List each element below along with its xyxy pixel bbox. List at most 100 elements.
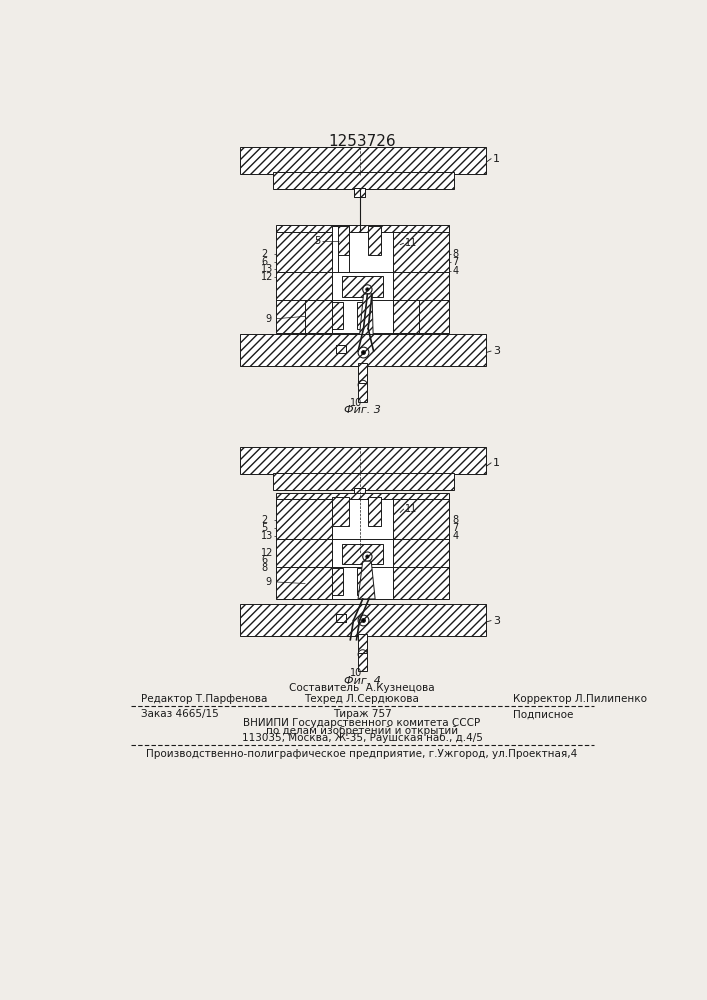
- Circle shape: [361, 619, 366, 622]
- Bar: [332, 226, 338, 274]
- Bar: [393, 497, 449, 540]
- Bar: [393, 272, 449, 301]
- Text: 4: 4: [452, 266, 459, 276]
- Bar: [240, 147, 486, 174]
- Bar: [354, 488, 365, 497]
- Bar: [332, 539, 393, 568]
- Text: 8: 8: [261, 563, 267, 573]
- Text: ВНИИПИ Государственного комитета СССР: ВНИИПИ Государственного комитета СССР: [243, 718, 481, 728]
- Bar: [305, 300, 332, 333]
- Bar: [393, 300, 419, 333]
- Circle shape: [361, 351, 366, 354]
- Bar: [393, 300, 449, 333]
- Bar: [336, 345, 346, 353]
- Bar: [339, 493, 346, 547]
- Bar: [379, 226, 393, 274]
- Text: 12: 12: [261, 272, 274, 282]
- Bar: [354, 188, 365, 197]
- Text: 7: 7: [452, 257, 459, 267]
- Bar: [240, 334, 486, 366]
- Text: 4: 4: [452, 531, 459, 541]
- Bar: [332, 567, 393, 599]
- Bar: [354, 488, 365, 497]
- Text: 10: 10: [349, 398, 362, 408]
- Text: 13: 13: [261, 531, 274, 541]
- Bar: [336, 614, 346, 622]
- Text: 3: 3: [493, 615, 500, 626]
- Text: 9: 9: [265, 577, 271, 587]
- Text: 113035, Москва, Ж-35, Раушская наб., д.4/5: 113035, Москва, Ж-35, Раушская наб., д.4…: [242, 733, 482, 743]
- Bar: [332, 226, 349, 255]
- Bar: [276, 272, 332, 301]
- Bar: [358, 653, 368, 671]
- Bar: [276, 497, 332, 540]
- Bar: [332, 497, 349, 526]
- Bar: [276, 567, 332, 599]
- Bar: [273, 473, 454, 490]
- Text: 1: 1: [493, 153, 500, 163]
- Bar: [240, 604, 486, 636]
- Bar: [339, 226, 346, 262]
- Bar: [393, 226, 449, 274]
- Bar: [336, 614, 346, 622]
- Text: Техред Л.Сердюкова: Техред Л.Сердюкова: [305, 694, 419, 704]
- Bar: [357, 568, 367, 595]
- Text: Подписное: Подписное: [513, 709, 573, 719]
- Bar: [358, 383, 368, 402]
- Bar: [276, 226, 332, 274]
- Text: Фиг. 3: Фиг. 3: [344, 405, 380, 415]
- Text: 8: 8: [452, 249, 459, 259]
- Text: по делам изобретений и открытий: по делам изобретений и открытий: [266, 726, 458, 736]
- Text: 2: 2: [261, 249, 267, 259]
- Bar: [354, 188, 365, 197]
- Bar: [332, 300, 393, 333]
- Text: 5: 5: [314, 236, 320, 246]
- Text: 1253726: 1253726: [328, 134, 396, 149]
- Text: 3: 3: [493, 346, 500, 356]
- Text: Производственно-полиграфическое предприятие, г.Ужгород, ул.Проектная,4: Производственно-полиграфическое предприя…: [146, 749, 578, 759]
- Bar: [273, 172, 454, 189]
- Circle shape: [366, 288, 369, 291]
- Text: 1: 1: [493, 458, 500, 468]
- Text: 13: 13: [261, 264, 274, 274]
- Text: 8: 8: [452, 515, 459, 525]
- Bar: [368, 226, 380, 255]
- Text: 2: 2: [261, 515, 267, 525]
- Polygon shape: [358, 561, 375, 599]
- Text: 9: 9: [265, 314, 271, 324]
- Bar: [240, 447, 486, 474]
- Text: Составитель  А.Кузнецова: Составитель А.Кузнецова: [289, 683, 435, 693]
- Bar: [332, 226, 393, 274]
- Text: Корректор Л.Пилипенко: Корректор Л.Пилипенко: [513, 694, 647, 704]
- Text: Тираж 757: Тираж 757: [332, 709, 392, 719]
- Bar: [276, 300, 332, 333]
- Bar: [393, 539, 449, 568]
- Bar: [357, 302, 367, 329]
- Text: 10: 10: [349, 668, 362, 678]
- Text: Заказ 4665/15: Заказ 4665/15: [141, 709, 219, 719]
- Bar: [276, 493, 449, 499]
- Bar: [341, 544, 383, 564]
- Bar: [276, 225, 449, 232]
- Circle shape: [366, 555, 369, 558]
- Bar: [332, 497, 393, 540]
- Text: 12: 12: [261, 548, 274, 558]
- Text: 6: 6: [261, 555, 267, 565]
- Bar: [368, 497, 380, 526]
- Text: 11: 11: [404, 504, 417, 514]
- Text: 11: 11: [404, 238, 417, 248]
- Bar: [341, 276, 383, 297]
- Text: 7: 7: [452, 523, 459, 533]
- Bar: [276, 539, 332, 568]
- Bar: [336, 345, 346, 353]
- Bar: [332, 302, 344, 329]
- Text: 5: 5: [261, 523, 267, 533]
- Bar: [358, 634, 368, 654]
- Bar: [332, 568, 344, 595]
- Text: Фиг. 4: Фиг. 4: [344, 676, 380, 686]
- Bar: [379, 494, 393, 557]
- Text: Редактор Т.Парфенова: Редактор Т.Парфенова: [141, 694, 267, 704]
- Bar: [332, 272, 393, 301]
- Bar: [358, 363, 368, 385]
- Polygon shape: [358, 294, 373, 351]
